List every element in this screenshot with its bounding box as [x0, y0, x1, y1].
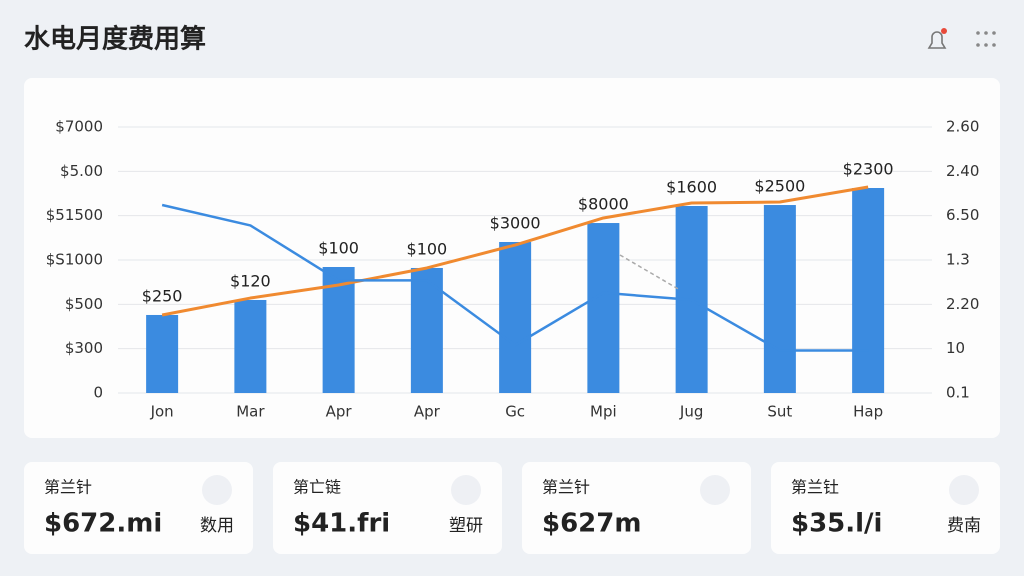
menu-icon[interactable] [976, 31, 996, 47]
stat-icon [700, 475, 730, 505]
bar [499, 242, 532, 393]
stat-value: $672.mi [44, 509, 162, 539]
bar [146, 314, 179, 393]
x-tick-label: Jon [150, 403, 174, 421]
x-tick-label: Sut [767, 403, 792, 421]
y-tick-label: $5.00 [60, 162, 103, 180]
stat-label: 第兰钍 [791, 478, 839, 497]
bar-value-label: $3000 [490, 214, 541, 233]
x-tick-label: Gc [505, 403, 525, 421]
x-tick-label: Mpi [590, 403, 617, 421]
stat-value: $41.fri [293, 509, 390, 539]
bar-value-label: $120 [230, 271, 271, 290]
page-title: 水电月度费用算 [24, 24, 206, 55]
stat-card [522, 462, 751, 554]
y2-tick-label: 10 [946, 339, 965, 357]
stat-note: 塑研 [449, 516, 483, 536]
stat-label: 第兰针 [44, 478, 92, 497]
stat-label: 第亡链 [293, 478, 341, 497]
y-tick-label: $7000 [55, 118, 103, 136]
x-tick-label: Mar [236, 403, 265, 421]
bar [852, 188, 885, 393]
chart: 0 $300 $500 $S1000 $51500 $5.00 $7000 0.1 10 2.20… [46, 118, 980, 421]
y2-tick-label: 2.60 [946, 118, 979, 136]
x-tick-label: Jug [679, 403, 703, 421]
stat-icon [202, 475, 232, 505]
y2-tick-label: 2.20 [946, 295, 979, 313]
y-tick-label: $51500 [46, 206, 103, 224]
stat-card [273, 462, 502, 554]
bar [763, 205, 796, 393]
y-tick-label: $500 [65, 295, 103, 313]
stat-card [24, 462, 253, 554]
x-tick-label: Hap [853, 403, 883, 421]
dashed-connector [619, 254, 681, 291]
y-tick-label: 0 [93, 384, 103, 402]
bar-value-label: $100 [318, 239, 359, 258]
bar-value-label: $8000 [578, 195, 629, 214]
stat-note: 数用 [200, 516, 234, 536]
bar-value-label: $2500 [754, 177, 805, 196]
bar-value-label: $100 [407, 239, 448, 258]
y-tick-label: $S1000 [46, 251, 103, 269]
bar-value-label: $2300 [843, 160, 894, 179]
y-tick-label: $300 [65, 339, 103, 357]
stat-value: $35.l/i [791, 509, 882, 539]
line [161, 185, 869, 317]
bell-icon[interactable] [927, 28, 947, 49]
y2-tick-label: 1.3 [946, 251, 970, 269]
stat-icon [949, 475, 979, 505]
y2-tick-label: 0.1 [946, 384, 970, 402]
bar [410, 267, 443, 393]
line [161, 203, 869, 352]
bar-value-label: $1600 [666, 178, 717, 197]
bar [587, 223, 620, 393]
x-tick-label: Apr [326, 403, 353, 421]
stat-icon [451, 475, 481, 505]
x-tick-label: Apr [414, 403, 441, 421]
cards: 第兰针 $672.mi 数用 第亡链 $41.fri 塑研 第兰针 $627m 第兰钍 $35.l… [24, 462, 1000, 554]
y2-tick-label: 6.50 [946, 206, 979, 224]
stat-value: $627m [542, 509, 641, 539]
stat-label: 第兰针 [542, 478, 590, 497]
stat-note: 费南 [947, 516, 981, 536]
y2-tick-label: 2.40 [946, 162, 979, 180]
bar [234, 299, 267, 393]
stat-card [771, 462, 1000, 554]
bar-value-label: $250 [142, 286, 183, 305]
